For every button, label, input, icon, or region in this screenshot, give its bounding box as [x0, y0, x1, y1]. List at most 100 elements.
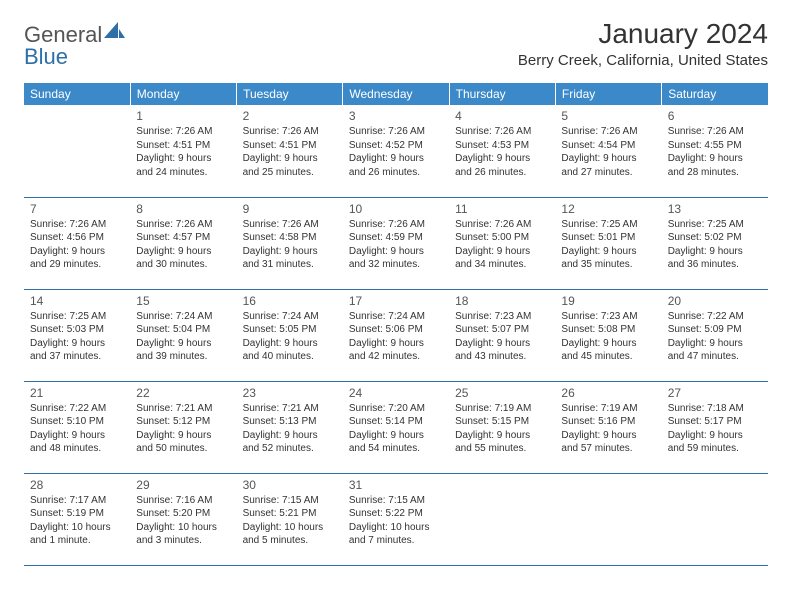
day-info: Sunrise: 7:26 AMSunset: 4:59 PMDaylight:… — [349, 218, 443, 272]
day-info: Sunrise: 7:26 AMSunset: 4:55 PMDaylight:… — [668, 125, 762, 179]
day-header-row: SundayMondayTuesdayWednesdayThursdayFrid… — [24, 83, 768, 105]
day-info: Sunrise: 7:21 AMSunset: 5:12 PMDaylight:… — [136, 402, 230, 456]
day-info: Sunrise: 7:24 AMSunset: 5:04 PMDaylight:… — [136, 310, 230, 364]
day-info: Sunrise: 7:26 AMSunset: 5:00 PMDaylight:… — [455, 218, 549, 272]
day-number: 12 — [561, 201, 655, 217]
logo-sail-icon — [104, 20, 126, 45]
day-cell: 27Sunrise: 7:18 AMSunset: 5:17 PMDayligh… — [662, 381, 768, 473]
day-number: 22 — [136, 385, 230, 401]
day-cell: 2Sunrise: 7:26 AMSunset: 4:51 PMDaylight… — [237, 105, 343, 197]
day-info: Sunrise: 7:17 AMSunset: 5:19 PMDaylight:… — [30, 494, 124, 548]
day-cell: 4Sunrise: 7:26 AMSunset: 4:53 PMDaylight… — [449, 105, 555, 197]
day-number: 7 — [30, 201, 124, 217]
day-cell: 12Sunrise: 7:25 AMSunset: 5:01 PMDayligh… — [555, 197, 661, 289]
day-cell: 7Sunrise: 7:26 AMSunset: 4:56 PMDaylight… — [24, 197, 130, 289]
day-cell: 17Sunrise: 7:24 AMSunset: 5:06 PMDayligh… — [343, 289, 449, 381]
day-number: 4 — [455, 108, 549, 124]
location: Berry Creek, California, United States — [518, 52, 768, 69]
day-cell: 31Sunrise: 7:15 AMSunset: 5:22 PMDayligh… — [343, 473, 449, 565]
day-number: 18 — [455, 293, 549, 309]
day-cell: 10Sunrise: 7:26 AMSunset: 4:59 PMDayligh… — [343, 197, 449, 289]
day-info: Sunrise: 7:22 AMSunset: 5:10 PMDaylight:… — [30, 402, 124, 456]
day-cell: 28Sunrise: 7:17 AMSunset: 5:19 PMDayligh… — [24, 473, 130, 565]
day-info: Sunrise: 7:26 AMSunset: 4:54 PMDaylight:… — [561, 125, 655, 179]
day-number: 28 — [30, 477, 124, 493]
day-number: 2 — [243, 108, 337, 124]
day-cell: 1Sunrise: 7:26 AMSunset: 4:51 PMDaylight… — [130, 105, 236, 197]
day-cell — [449, 473, 555, 565]
day-cell: 11Sunrise: 7:26 AMSunset: 5:00 PMDayligh… — [449, 197, 555, 289]
day-number: 30 — [243, 477, 337, 493]
day-header: Monday — [130, 83, 236, 105]
day-info: Sunrise: 7:26 AMSunset: 4:52 PMDaylight:… — [349, 125, 443, 179]
day-cell: 15Sunrise: 7:24 AMSunset: 5:04 PMDayligh… — [130, 289, 236, 381]
day-number: 5 — [561, 108, 655, 124]
day-number: 13 — [668, 201, 762, 217]
day-number: 1 — [136, 108, 230, 124]
day-cell: 24Sunrise: 7:20 AMSunset: 5:14 PMDayligh… — [343, 381, 449, 473]
day-info: Sunrise: 7:22 AMSunset: 5:09 PMDaylight:… — [668, 310, 762, 364]
day-number: 25 — [455, 385, 549, 401]
month-title: January 2024 — [518, 18, 768, 50]
day-header: Tuesday — [237, 83, 343, 105]
day-info: Sunrise: 7:26 AMSunset: 4:51 PMDaylight:… — [136, 125, 230, 179]
day-cell — [555, 473, 661, 565]
day-number: 23 — [243, 385, 337, 401]
day-info: Sunrise: 7:25 AMSunset: 5:03 PMDaylight:… — [30, 310, 124, 364]
day-cell: 30Sunrise: 7:15 AMSunset: 5:21 PMDayligh… — [237, 473, 343, 565]
day-cell: 22Sunrise: 7:21 AMSunset: 5:12 PMDayligh… — [130, 381, 236, 473]
week-row: 14Sunrise: 7:25 AMSunset: 5:03 PMDayligh… — [24, 289, 768, 381]
day-number: 20 — [668, 293, 762, 309]
day-cell: 20Sunrise: 7:22 AMSunset: 5:09 PMDayligh… — [662, 289, 768, 381]
day-info: Sunrise: 7:19 AMSunset: 5:16 PMDaylight:… — [561, 402, 655, 456]
day-info: Sunrise: 7:26 AMSunset: 4:51 PMDaylight:… — [243, 125, 337, 179]
day-cell: 21Sunrise: 7:22 AMSunset: 5:10 PMDayligh… — [24, 381, 130, 473]
day-number: 26 — [561, 385, 655, 401]
day-info: Sunrise: 7:21 AMSunset: 5:13 PMDaylight:… — [243, 402, 337, 456]
day-header: Friday — [555, 83, 661, 105]
day-cell: 8Sunrise: 7:26 AMSunset: 4:57 PMDaylight… — [130, 197, 236, 289]
day-number: 9 — [243, 201, 337, 217]
day-number: 31 — [349, 477, 443, 493]
day-info: Sunrise: 7:26 AMSunset: 4:57 PMDaylight:… — [136, 218, 230, 272]
day-header: Thursday — [449, 83, 555, 105]
day-info: Sunrise: 7:15 AMSunset: 5:21 PMDaylight:… — [243, 494, 337, 548]
day-info: Sunrise: 7:18 AMSunset: 5:17 PMDaylight:… — [668, 402, 762, 456]
header: General January 2024 Berry Creek, Califo… — [0, 0, 792, 75]
day-info: Sunrise: 7:15 AMSunset: 5:22 PMDaylight:… — [349, 494, 443, 548]
day-cell: 6Sunrise: 7:26 AMSunset: 4:55 PMDaylight… — [662, 105, 768, 197]
day-cell: 14Sunrise: 7:25 AMSunset: 5:03 PMDayligh… — [24, 289, 130, 381]
day-number: 17 — [349, 293, 443, 309]
day-number: 3 — [349, 108, 443, 124]
day-number: 15 — [136, 293, 230, 309]
week-row: 7Sunrise: 7:26 AMSunset: 4:56 PMDaylight… — [24, 197, 768, 289]
day-info: Sunrise: 7:23 AMSunset: 5:08 PMDaylight:… — [561, 310, 655, 364]
day-number: 27 — [668, 385, 762, 401]
day-info: Sunrise: 7:25 AMSunset: 5:01 PMDaylight:… — [561, 218, 655, 272]
day-number: 16 — [243, 293, 337, 309]
day-number: 24 — [349, 385, 443, 401]
day-cell — [24, 105, 130, 197]
calendar-table: SundayMondayTuesdayWednesdayThursdayFrid… — [24, 83, 768, 566]
logo-text-blue: Blue — [24, 44, 68, 70]
day-info: Sunrise: 7:23 AMSunset: 5:07 PMDaylight:… — [455, 310, 549, 364]
day-info: Sunrise: 7:24 AMSunset: 5:06 PMDaylight:… — [349, 310, 443, 364]
day-info: Sunrise: 7:19 AMSunset: 5:15 PMDaylight:… — [455, 402, 549, 456]
day-cell: 13Sunrise: 7:25 AMSunset: 5:02 PMDayligh… — [662, 197, 768, 289]
day-cell: 26Sunrise: 7:19 AMSunset: 5:16 PMDayligh… — [555, 381, 661, 473]
day-cell: 18Sunrise: 7:23 AMSunset: 5:07 PMDayligh… — [449, 289, 555, 381]
week-row: 1Sunrise: 7:26 AMSunset: 4:51 PMDaylight… — [24, 105, 768, 197]
day-info: Sunrise: 7:16 AMSunset: 5:20 PMDaylight:… — [136, 494, 230, 548]
day-info: Sunrise: 7:24 AMSunset: 5:05 PMDaylight:… — [243, 310, 337, 364]
day-number: 10 — [349, 201, 443, 217]
day-info: Sunrise: 7:26 AMSunset: 4:53 PMDaylight:… — [455, 125, 549, 179]
day-number: 29 — [136, 477, 230, 493]
day-number: 11 — [455, 201, 549, 217]
day-header: Saturday — [662, 83, 768, 105]
day-number: 14 — [30, 293, 124, 309]
day-cell: 25Sunrise: 7:19 AMSunset: 5:15 PMDayligh… — [449, 381, 555, 473]
day-cell: 19Sunrise: 7:23 AMSunset: 5:08 PMDayligh… — [555, 289, 661, 381]
day-number: 21 — [30, 385, 124, 401]
day-number: 6 — [668, 108, 762, 124]
day-header: Wednesday — [343, 83, 449, 105]
